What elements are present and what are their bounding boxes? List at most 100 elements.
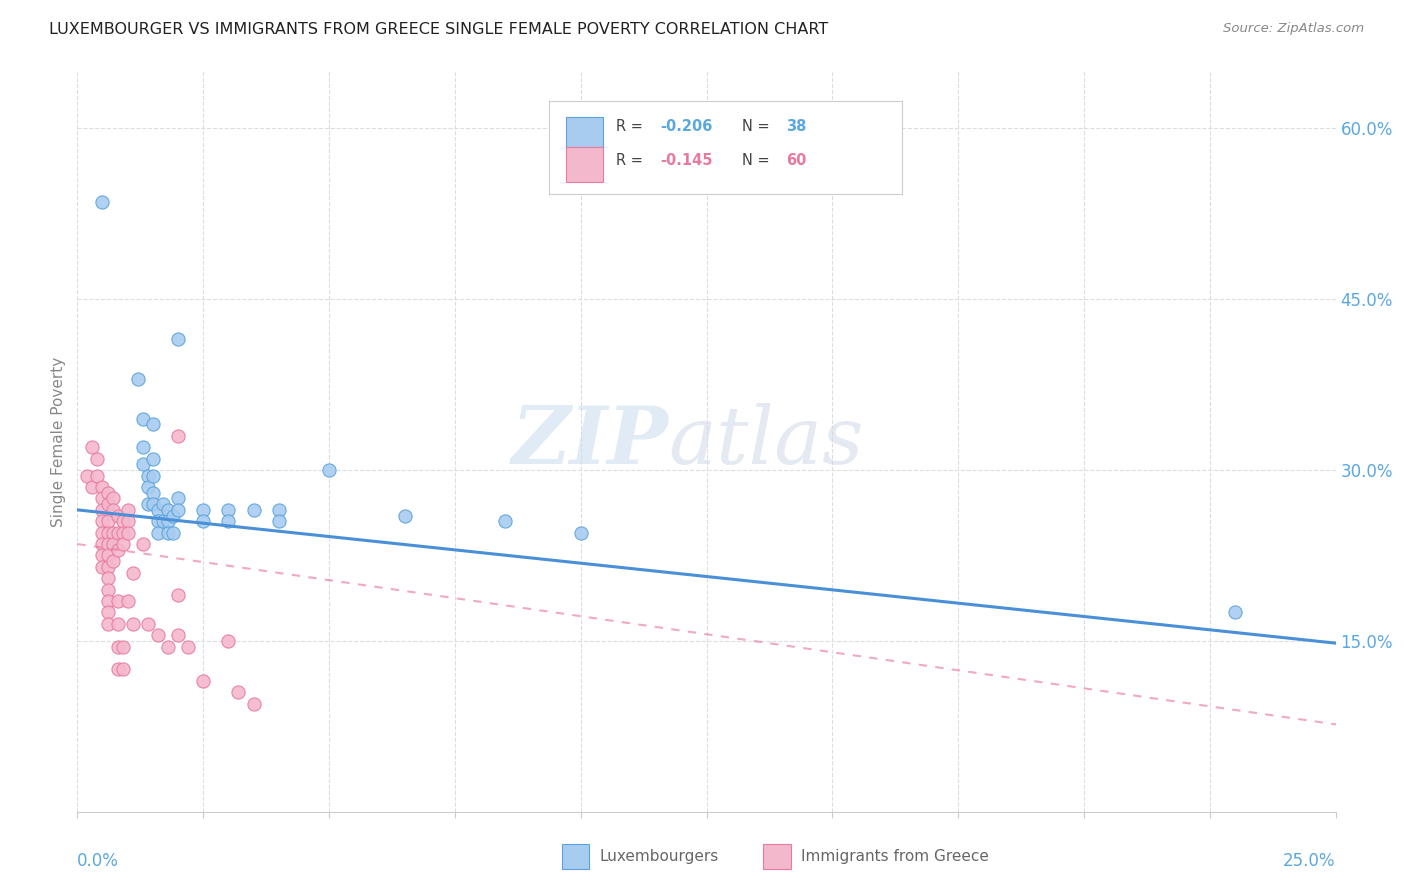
Point	[132, 458, 155, 472]
Point	[91, 514, 114, 528]
Point	[86, 451, 108, 466]
Point	[142, 417, 165, 432]
Point	[177, 640, 200, 654]
Text: -0.145: -0.145	[659, 153, 713, 168]
Point	[191, 503, 215, 517]
Point	[142, 451, 165, 466]
Point	[156, 640, 179, 654]
Point	[136, 497, 159, 511]
Point	[121, 566, 143, 580]
Point	[167, 491, 190, 506]
Text: N =: N =	[742, 120, 773, 135]
Point	[267, 503, 290, 517]
Bar	[763, 844, 790, 870]
Point	[242, 697, 264, 711]
Point	[107, 616, 129, 631]
Point	[132, 411, 155, 425]
Point	[96, 537, 118, 551]
Text: -0.206: -0.206	[659, 120, 713, 135]
Point	[142, 497, 165, 511]
Text: 60: 60	[786, 153, 806, 168]
Point	[117, 503, 139, 517]
Point	[191, 673, 215, 688]
Point	[111, 537, 134, 551]
Point	[167, 429, 190, 443]
Point	[167, 628, 190, 642]
Text: R =: R =	[616, 153, 647, 168]
Point	[96, 571, 118, 585]
Point	[1223, 606, 1246, 620]
Point	[96, 497, 118, 511]
Point	[267, 514, 290, 528]
Point	[91, 195, 114, 210]
Point	[217, 633, 239, 648]
Bar	[562, 844, 589, 870]
Point	[107, 640, 129, 654]
Point	[146, 503, 169, 517]
Point	[228, 685, 250, 699]
Point	[91, 480, 114, 494]
Point	[111, 662, 134, 676]
Point	[242, 503, 264, 517]
Point	[101, 525, 124, 540]
Point	[91, 559, 114, 574]
Y-axis label: Single Female Poverty: Single Female Poverty	[51, 357, 66, 526]
Point	[132, 537, 155, 551]
Point	[152, 514, 174, 528]
Point	[494, 514, 516, 528]
Point	[394, 508, 416, 523]
Point	[101, 554, 124, 568]
Point	[91, 525, 114, 540]
Point	[111, 640, 134, 654]
Point	[142, 485, 165, 500]
Point	[167, 332, 190, 346]
Point	[136, 480, 159, 494]
Text: LUXEMBOURGER VS IMMIGRANTS FROM GREECE SINGLE FEMALE POVERTY CORRELATION CHART: LUXEMBOURGER VS IMMIGRANTS FROM GREECE S…	[49, 22, 828, 37]
Point	[117, 525, 139, 540]
Point	[569, 525, 592, 540]
Point	[146, 525, 169, 540]
Text: 25.0%: 25.0%	[1284, 853, 1336, 871]
Point	[107, 525, 129, 540]
Point	[91, 537, 114, 551]
Point	[91, 491, 114, 506]
Point	[101, 503, 124, 517]
Point	[96, 594, 118, 608]
Text: Source: ZipAtlas.com: Source: ZipAtlas.com	[1223, 22, 1364, 36]
Text: N =: N =	[742, 153, 773, 168]
Point	[111, 525, 134, 540]
Point	[117, 514, 139, 528]
Text: 0.0%: 0.0%	[77, 853, 120, 871]
Point	[217, 514, 239, 528]
Point	[86, 468, 108, 483]
Point	[191, 514, 215, 528]
Point	[142, 468, 165, 483]
Bar	[565, 147, 603, 183]
Point	[162, 508, 184, 523]
Text: ZIP: ZIP	[512, 403, 669, 480]
Point	[96, 525, 118, 540]
Point	[107, 508, 129, 523]
Point	[156, 525, 179, 540]
Point	[96, 485, 118, 500]
Point	[162, 525, 184, 540]
Point	[217, 503, 239, 517]
Point	[96, 582, 118, 597]
Point	[96, 616, 118, 631]
Point	[121, 616, 143, 631]
Point	[101, 537, 124, 551]
Point	[107, 662, 129, 676]
Point	[91, 503, 114, 517]
Point	[167, 588, 190, 602]
Text: 38: 38	[786, 120, 806, 135]
Text: Immigrants from Greece: Immigrants from Greece	[801, 848, 988, 863]
Point	[96, 514, 118, 528]
FancyBboxPatch shape	[550, 101, 901, 194]
Bar	[565, 117, 603, 153]
Text: R =: R =	[616, 120, 647, 135]
Point	[146, 628, 169, 642]
Point	[136, 468, 159, 483]
Text: Luxembourgers: Luxembourgers	[599, 848, 718, 863]
Point	[136, 616, 159, 631]
Point	[111, 514, 134, 528]
